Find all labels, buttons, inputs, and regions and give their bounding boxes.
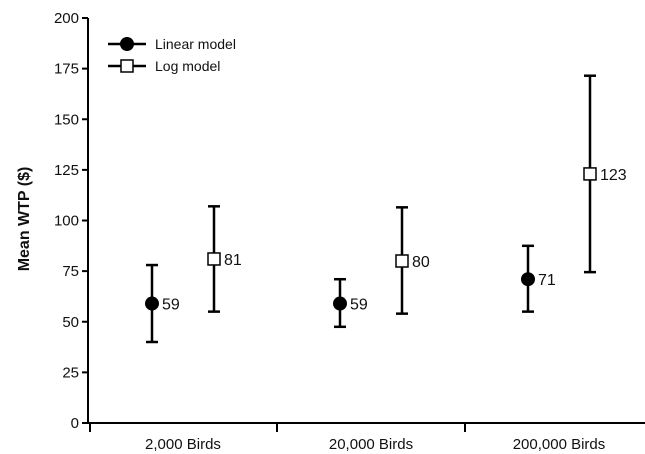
y-tick-label: 25 <box>62 364 79 381</box>
y-tick-label: 0 <box>71 415 79 432</box>
data-label: 59 <box>162 297 180 314</box>
data-label: 81 <box>224 252 242 269</box>
marks-group: 59 59 71 81 80 123 <box>145 74 627 344</box>
x-category-label: 2,000 Birds <box>145 436 221 453</box>
y-axis-label: Mean WTP ($) <box>16 167 33 272</box>
legend-marker-log <box>120 59 134 73</box>
legend-marker-linear <box>120 37 134 51</box>
data-label: 123 <box>600 167 627 184</box>
y-tick-label: 200 <box>54 10 79 27</box>
x-category-label: 20,000 Birds <box>329 436 413 453</box>
data-label: 71 <box>538 272 556 289</box>
y-tick-label: 75 <box>62 263 79 280</box>
point-log <box>207 252 221 266</box>
x-category-label: 200,000 Birds <box>513 436 606 453</box>
y-tick-label: 175 <box>54 61 79 78</box>
legend-label-log: Log model <box>155 58 220 74</box>
y-tick-label: 50 <box>62 314 79 331</box>
legend-label-linear: Linear model <box>155 36 236 52</box>
y-tick-label: 125 <box>54 162 79 179</box>
point-linear <box>521 272 535 287</box>
data-label: 59 <box>350 297 368 314</box>
y-tick-label: 100 <box>54 213 79 230</box>
point-linear <box>145 296 159 311</box>
point-log <box>395 254 409 268</box>
point-linear <box>333 296 347 311</box>
point-log <box>583 167 597 181</box>
legend: Linear model Log model <box>108 36 236 74</box>
y-tick-label: 150 <box>54 111 79 128</box>
axes-group: 0 25 50 75 100 125 150 175 200 2,000 Birds 20,000 … <box>54 10 645 453</box>
data-label: 80 <box>412 254 430 271</box>
